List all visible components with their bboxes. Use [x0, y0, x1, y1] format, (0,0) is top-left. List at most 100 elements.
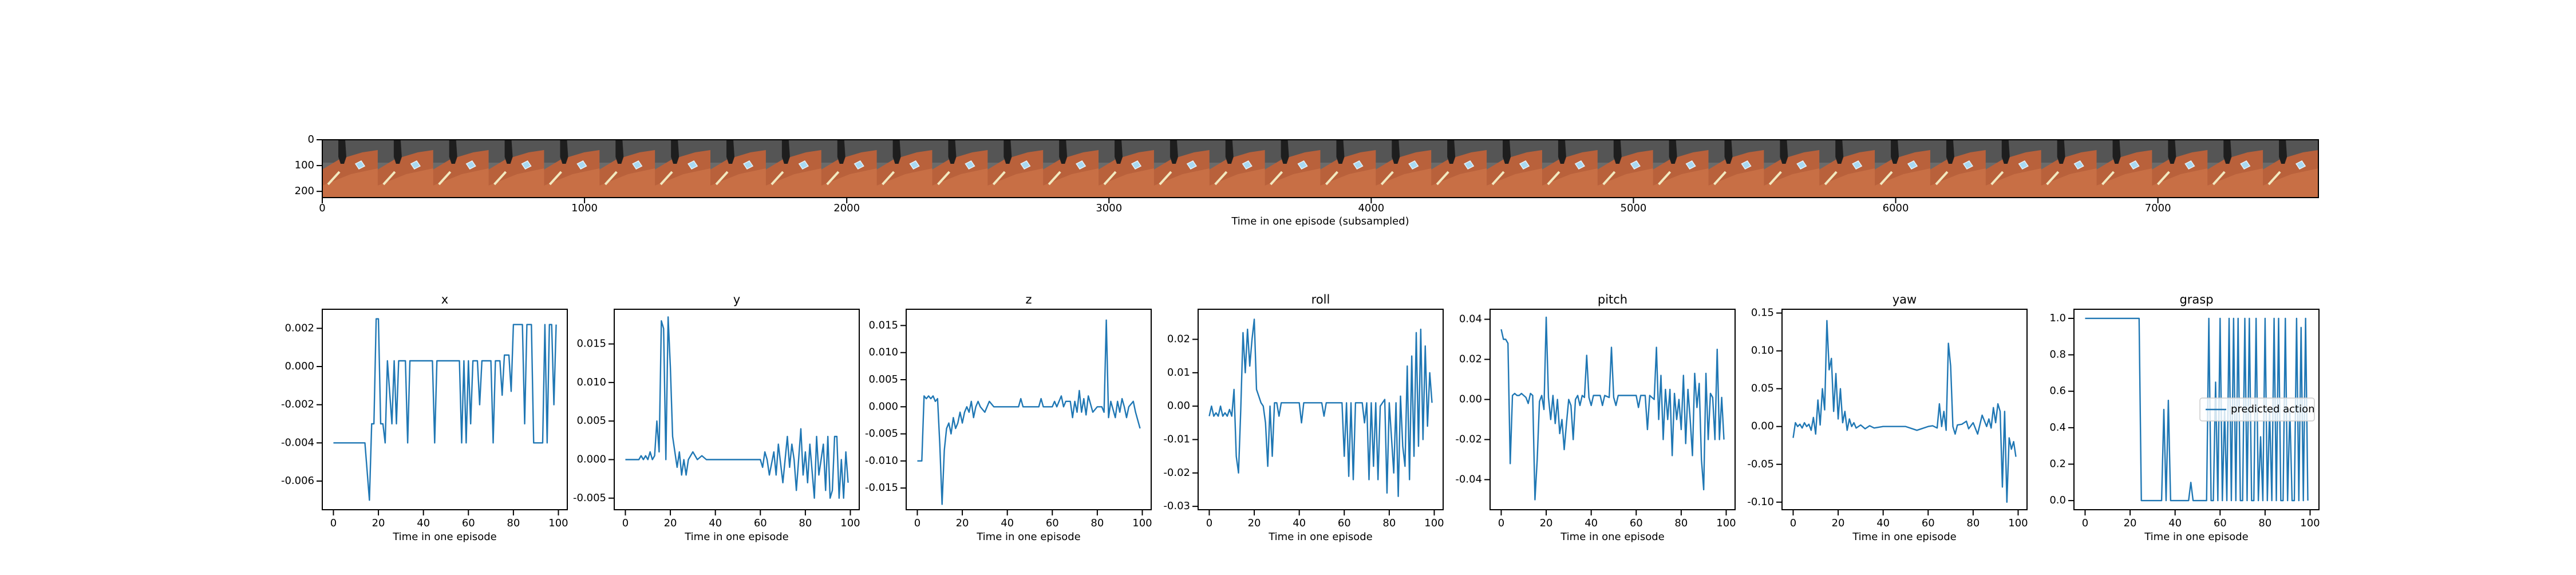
y-tick-label: 0.00: [1459, 393, 1482, 405]
x-tick-label: 40: [1585, 517, 1598, 529]
x-tick-label: 40: [2168, 517, 2182, 529]
x-tick-label: 40: [417, 517, 430, 529]
x-tick-label: 60: [1338, 517, 1351, 529]
x-tick-label: 2000: [833, 202, 860, 214]
x-tick-label: 40: [1293, 517, 1306, 529]
y-tick-label: 0.015: [576, 338, 606, 350]
x-axis-label: Time in one episode: [2144, 531, 2249, 543]
y-tick-label: 0.005: [868, 373, 898, 385]
image-frames: [322, 140, 2318, 198]
axes-title: y: [733, 293, 740, 306]
x-tick-label: 40: [1001, 517, 1014, 529]
x-tick-label: 20: [1248, 517, 1261, 529]
y-tick-label: 0.8: [2049, 349, 2066, 361]
x-tick-label: 60: [462, 517, 475, 529]
x-tick-label: 20: [372, 517, 385, 529]
axes-title: z: [1025, 293, 1032, 306]
y-tick-label: 0.0: [2049, 494, 2066, 506]
x-tick-label: 20: [1832, 517, 1845, 529]
data-line: [1500, 316, 1725, 501]
y-tick-label: -0.10: [1747, 496, 1774, 508]
y-tick-label: 0.00: [1751, 420, 1774, 432]
x-tick-label: 40: [1876, 517, 1890, 529]
data-line: [917, 319, 1141, 505]
x-tick-label: 40: [709, 517, 722, 529]
x-tick-label: 0: [2082, 517, 2088, 529]
y-tick-label: -0.006: [281, 475, 314, 487]
axes-frame: [2073, 309, 2320, 510]
x-tick-label: 7000: [2145, 202, 2171, 214]
y-tick-label: 0.05: [1751, 383, 1774, 395]
x-tick-label: 60: [1046, 517, 1059, 529]
x-axis-label: Time in one episode (subsampled): [1231, 215, 1409, 227]
y-tick-label: -0.04: [1455, 474, 1482, 486]
y-tick-label: -0.005: [865, 428, 898, 440]
x-axis-label: Time in one episode: [1852, 531, 1957, 543]
x-tick-label: 80: [1382, 517, 1396, 529]
y-tick-label: 0.02: [1459, 353, 1482, 365]
y-tick-label: -0.05: [1747, 458, 1774, 470]
x-tick-label: 5000: [1621, 202, 1647, 214]
y-tick-label: 0.010: [868, 346, 898, 359]
x-tick-label: 0: [319, 202, 325, 214]
y-tick-label: -0.01: [1163, 434, 1190, 446]
x-tick-label: 100: [548, 517, 568, 529]
y-tick-label: -0.004: [281, 436, 314, 448]
axes-title: pitch: [1598, 293, 1627, 306]
x-tick-label: 80: [1966, 517, 1980, 529]
y-tick-label: 0.000: [285, 360, 314, 372]
y-tick-label: 100: [295, 159, 314, 171]
x-tick-label: 80: [1674, 517, 1688, 529]
y-tick-label: -0.010: [865, 455, 898, 467]
axes-frame: [1781, 309, 2028, 510]
axes-frame: [322, 309, 568, 510]
y-tick-label: 1.0: [2049, 312, 2066, 324]
y-tick-label: 0.00: [1167, 400, 1190, 412]
axes-title: grasp: [2179, 293, 2213, 306]
axes-title: x: [441, 293, 448, 306]
axes-frame: [906, 309, 1152, 510]
y-tick-label: 0: [308, 133, 314, 145]
x-tick-label: 20: [956, 517, 969, 529]
y-tick-label: 0.010: [576, 376, 606, 388]
y-tick-label: 0.2: [2049, 458, 2066, 470]
y-tick-label: 0.002: [285, 322, 314, 334]
x-tick-label: 60: [2214, 517, 2227, 529]
x-tick-label: 20: [2124, 517, 2137, 529]
x-tick-label: 100: [840, 517, 860, 529]
x-tick-label: 0: [914, 517, 920, 529]
y-tick-label: 0.10: [1751, 345, 1774, 357]
x-tick-label: 0: [1498, 517, 1504, 529]
x-tick-label: 100: [2300, 517, 2320, 529]
x-tick-label: 100: [2008, 517, 2028, 529]
x-tick-label: 80: [507, 517, 520, 529]
y-tick-label: 0.04: [1459, 313, 1482, 325]
x-tick-label: 100: [1716, 517, 1736, 529]
x-tick-label: 80: [1091, 517, 1104, 529]
axes-frame: [1198, 309, 1444, 510]
x-tick-label: 3000: [1096, 202, 1122, 214]
y-tick-label: 0.000: [576, 454, 606, 466]
y-tick-label: -0.005: [573, 492, 606, 504]
x-tick-label: 0: [330, 517, 337, 529]
x-axis-label: Time in one episode: [976, 531, 1081, 543]
data-line: [1208, 318, 1433, 497]
y-tick-label: -0.015: [865, 482, 898, 494]
x-tick-label: 80: [799, 517, 812, 529]
x-tick-label: 1000: [571, 202, 598, 214]
y-tick-label: 0.015: [868, 319, 898, 331]
y-tick-label: 0.01: [1167, 367, 1190, 379]
x-tick-label: 0: [622, 517, 629, 529]
x-tick-label: 100: [1132, 517, 1152, 529]
y-tick-label: 200: [295, 185, 314, 197]
x-tick-label: 60: [1922, 517, 1935, 529]
x-tick-label: 4000: [1358, 202, 1384, 214]
y-tick-label: 0.6: [2049, 385, 2066, 397]
x-axis-label: Time in one episode: [684, 531, 789, 543]
y-tick-label: 0.02: [1167, 333, 1190, 345]
y-tick-label: -0.02: [1455, 434, 1482, 446]
legend-box: [2199, 397, 2315, 422]
x-tick-label: 60: [1630, 517, 1643, 529]
x-axis-label: Time in one episode: [1560, 531, 1665, 543]
